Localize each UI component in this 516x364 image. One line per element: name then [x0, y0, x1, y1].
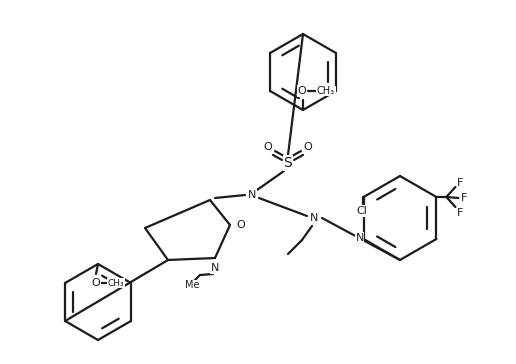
- Text: S: S: [284, 156, 293, 170]
- Text: O: O: [303, 142, 312, 152]
- Text: F: F: [457, 178, 463, 188]
- Text: Me: Me: [185, 280, 199, 290]
- Text: O: O: [264, 142, 272, 152]
- Text: N: N: [310, 213, 318, 223]
- Text: F: F: [461, 193, 467, 203]
- Text: CH₃: CH₃: [108, 278, 124, 288]
- Text: F: F: [457, 208, 463, 218]
- Text: O: O: [298, 86, 307, 96]
- Text: N: N: [248, 190, 256, 200]
- Text: CH₃: CH₃: [317, 86, 335, 96]
- Text: O: O: [92, 278, 101, 288]
- Text: N: N: [211, 263, 219, 273]
- Text: Cl: Cl: [356, 206, 367, 216]
- Text: N: N: [356, 233, 364, 243]
- Text: O: O: [237, 220, 246, 230]
